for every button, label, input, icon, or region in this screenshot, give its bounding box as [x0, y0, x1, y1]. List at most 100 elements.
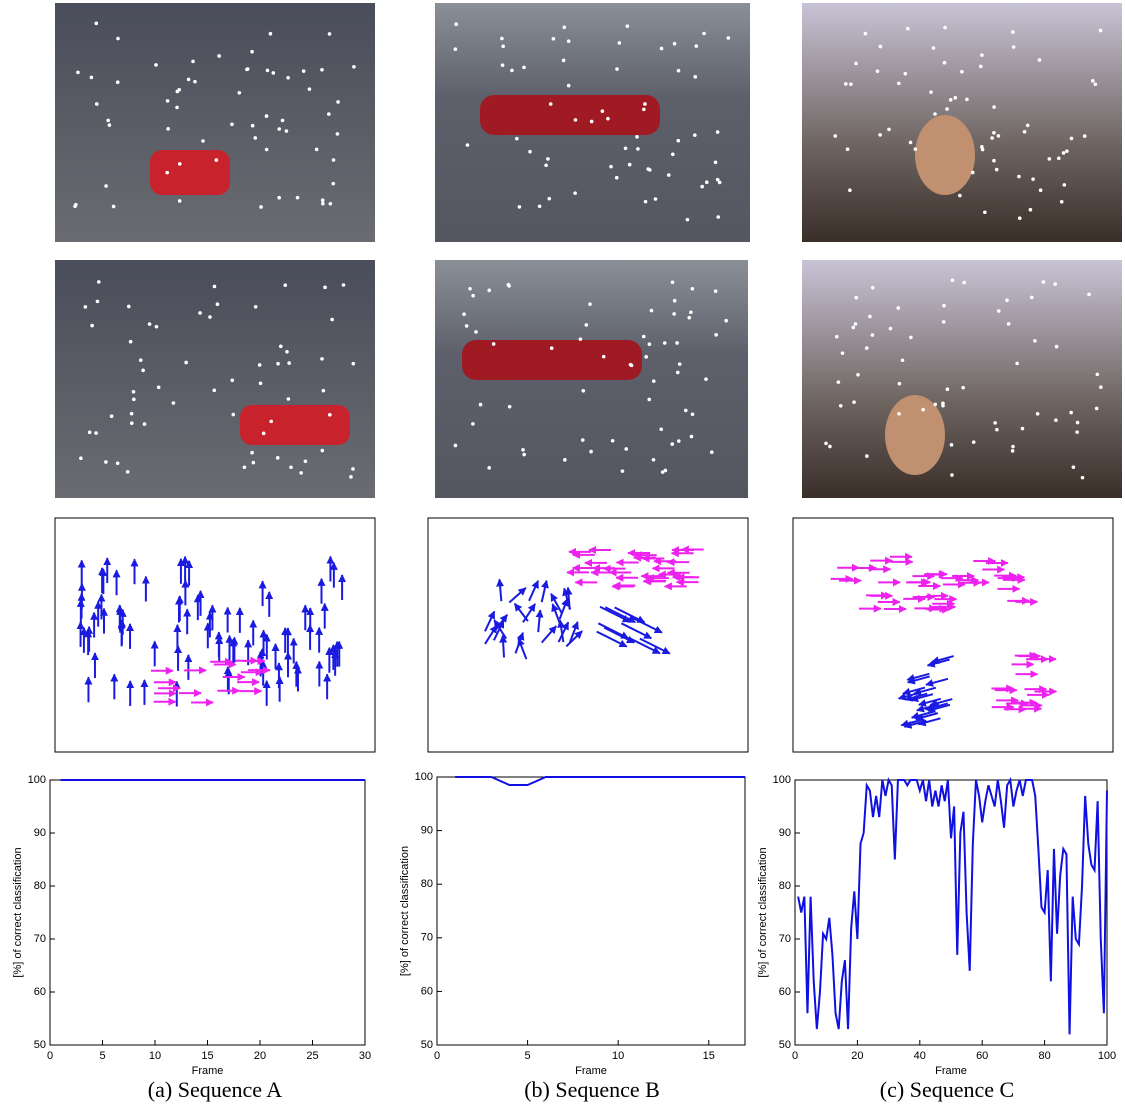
feature-point	[992, 105, 996, 109]
photos	[55, 3, 1122, 498]
feature-point	[287, 397, 291, 401]
feature-point	[993, 421, 997, 425]
feature-point	[79, 456, 83, 460]
feature-point	[522, 66, 526, 70]
feature-point	[238, 91, 242, 95]
feature-point	[660, 47, 664, 51]
feature-point	[166, 99, 170, 103]
feature-point	[132, 398, 136, 402]
feature-point	[705, 180, 709, 184]
feature-point	[172, 401, 176, 405]
feature-point	[693, 133, 697, 137]
feature-point	[508, 405, 512, 409]
feature-point	[285, 350, 289, 354]
feature-point	[193, 80, 197, 84]
feature-point	[304, 459, 308, 463]
feature-point	[1042, 280, 1046, 284]
feature-point	[1054, 418, 1058, 422]
feature-point	[714, 333, 718, 337]
feature-point	[501, 44, 505, 48]
feature-point	[127, 305, 131, 309]
feature-point	[642, 108, 646, 112]
feature-point	[492, 342, 496, 346]
feature-point	[689, 310, 693, 314]
feature-point	[1030, 296, 1034, 300]
feature-point	[710, 450, 714, 454]
y-tick-label: 80	[421, 878, 433, 890]
feature-point	[921, 408, 925, 412]
feature-point	[624, 447, 628, 451]
feature-point	[213, 285, 217, 289]
feature-point	[878, 133, 882, 137]
feature-point	[629, 363, 633, 367]
feature-point	[246, 67, 250, 71]
feature-point	[201, 139, 205, 143]
feature-point	[943, 26, 947, 30]
feature-point	[1070, 137, 1074, 141]
feature-point	[143, 422, 147, 426]
feature-point	[1015, 362, 1019, 366]
feature-point	[104, 460, 108, 464]
feature-point	[507, 283, 511, 287]
feature-point	[1081, 476, 1085, 480]
feature-point	[672, 312, 676, 316]
feature-point	[897, 82, 901, 86]
feature-point	[691, 412, 695, 416]
feature-point	[1069, 411, 1073, 415]
y-axis-label: [%] of correct classification	[757, 847, 769, 977]
feature-point	[992, 159, 996, 163]
feature-point	[285, 129, 289, 133]
feature-point	[574, 118, 578, 122]
x-tick-label: 30	[359, 1050, 371, 1062]
feature-point	[906, 27, 910, 31]
feature-point	[230, 122, 234, 126]
feature-point	[544, 163, 548, 167]
feature-point	[208, 315, 212, 319]
feature-point	[644, 200, 648, 204]
feature-point	[611, 439, 615, 443]
feature-point	[352, 65, 356, 69]
feature-point	[116, 461, 120, 465]
feature-point	[995, 428, 999, 432]
feature-point	[562, 59, 566, 63]
feature-point	[983, 210, 987, 214]
feature-point	[259, 205, 263, 209]
feature-point	[184, 361, 188, 365]
feature-point	[329, 202, 333, 206]
feature-point	[673, 299, 677, 303]
feature-point	[454, 22, 458, 26]
feature-point	[279, 345, 283, 349]
feature-point	[852, 400, 856, 404]
feature-point	[1011, 445, 1015, 449]
feature-point	[265, 114, 269, 118]
feature-point	[1063, 183, 1067, 187]
feature-point	[321, 198, 325, 202]
feature-point	[618, 41, 622, 45]
feature-point	[958, 194, 962, 198]
y-tick-label: 60	[779, 986, 791, 998]
feature-point	[178, 162, 182, 166]
feature-point	[659, 427, 663, 431]
y-tick-label: 60	[421, 985, 433, 997]
face	[885, 395, 945, 475]
feature-point	[1095, 407, 1099, 411]
feature-point	[262, 432, 266, 436]
feature-point	[714, 160, 718, 164]
feature-point	[191, 60, 195, 64]
feature-point	[154, 63, 158, 67]
feature-point	[609, 165, 613, 169]
feature-point	[231, 413, 235, 417]
feature-point	[700, 185, 704, 189]
car	[240, 405, 350, 445]
feature-point	[675, 341, 679, 345]
feature-point	[961, 386, 965, 390]
y-tick-label: 60	[34, 986, 46, 998]
feature-point	[1095, 373, 1099, 377]
feature-point	[624, 146, 628, 150]
feature-point	[1075, 430, 1079, 434]
figure: 5060708090100051015202530Frame[%] of cor…	[0, 0, 1125, 1112]
feature-point	[573, 191, 577, 195]
car	[150, 150, 230, 195]
feature-point	[1038, 58, 1042, 62]
feature-point	[584, 323, 588, 327]
